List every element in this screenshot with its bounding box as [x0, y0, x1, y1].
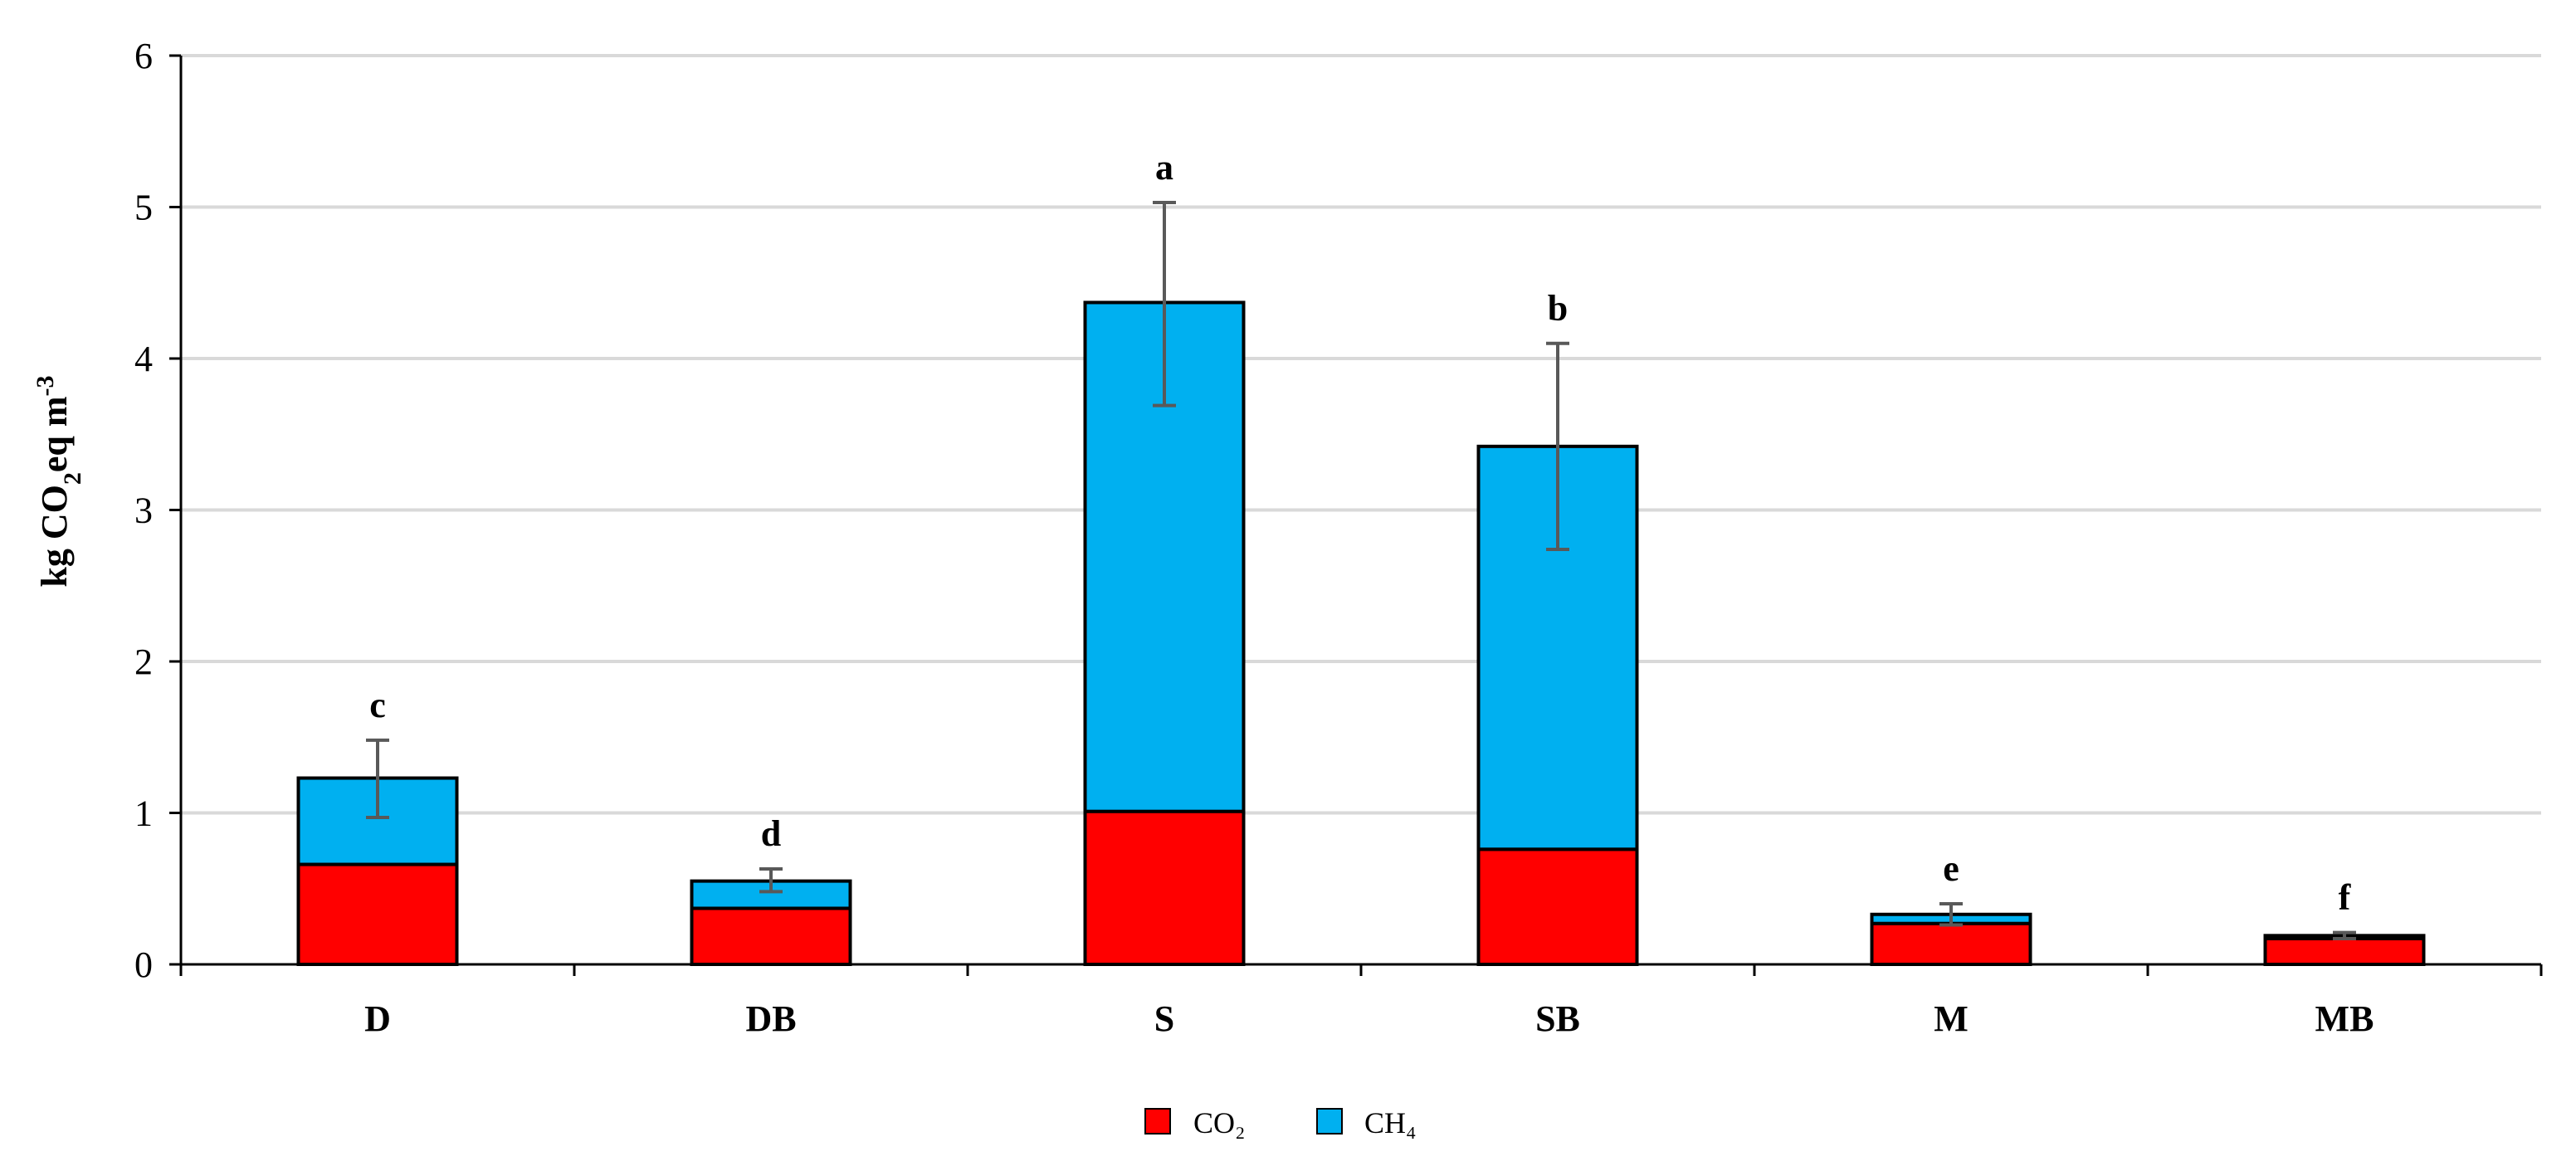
error-bars	[366, 201, 2356, 940]
x-tick-label-m: M	[1934, 998, 1969, 1039]
significance-letters: c d a b e f	[369, 147, 2351, 918]
significance-letter-db: d	[761, 813, 781, 854]
tick-labels: 0 1 2 3 4 5 6 D DB S SB M MB	[134, 36, 2374, 1039]
legend-swatch-ch4	[1316, 1108, 1343, 1135]
x-tick-label-db: DB	[745, 998, 796, 1039]
x-tick-label-mb: MB	[2315, 998, 2374, 1039]
axes	[169, 54, 2543, 976]
bar-co2-sb	[1476, 847, 1639, 966]
y-tick-label: 0	[134, 944, 153, 985]
bar-co2-m	[1870, 921, 2032, 966]
legend-label-ch4: CH₄	[1364, 1106, 1417, 1139]
legend: CO₂ CH₄	[1144, 1106, 1417, 1139]
y-tick-label: 4	[134, 339, 153, 379]
y-tick-label: 5	[134, 188, 153, 228]
x-tick-label-d: D	[364, 998, 391, 1039]
x-tick-label-s: S	[1154, 998, 1174, 1039]
bar-co2-s	[1083, 809, 1246, 966]
y-tick-label: 1	[134, 793, 153, 834]
y-tick-label: 3	[134, 490, 153, 531]
y-tick-label: 2	[134, 642, 153, 682]
significance-letter-s: a	[1155, 147, 1173, 188]
bars	[296, 300, 2426, 967]
legend-swatch-co2	[1144, 1108, 1171, 1135]
y-axis-label: kg CO2eq m-3	[32, 375, 86, 587]
significance-letter-d: c	[369, 685, 386, 725]
bar-co2-db	[690, 906, 852, 966]
legend-label-co2: CO₂	[1193, 1106, 1246, 1139]
gridlines	[181, 54, 2541, 815]
bar-co2-d	[296, 862, 459, 967]
significance-letter-m: e	[1943, 848, 1959, 889]
y-tick-label: 6	[134, 36, 153, 76]
x-tick-label-sb: SB	[1535, 998, 1580, 1039]
significance-letter-sb: b	[1548, 288, 1568, 329]
bar-co2-mb	[2263, 936, 2426, 966]
significance-letter-mb: f	[2339, 877, 2352, 918]
